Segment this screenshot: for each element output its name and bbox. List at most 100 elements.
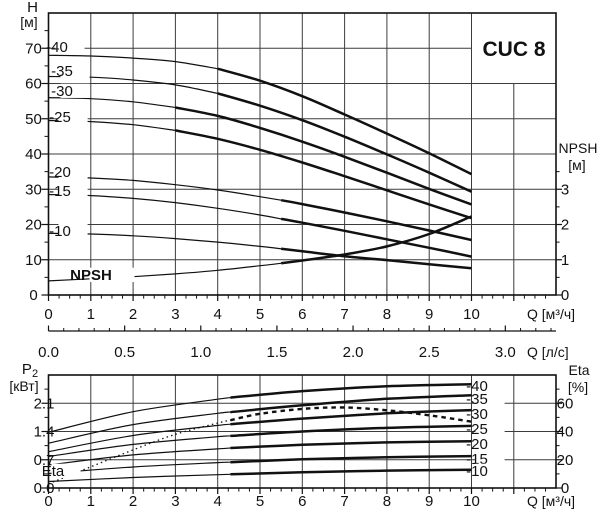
eta-axis-tick-label: 40 (557, 424, 574, 441)
eta-axis-title: Eta (568, 362, 589, 378)
power-curve-30-bold (230, 408, 472, 426)
npsh-axis-tick-label: 3 (561, 181, 569, 198)
h-axis-tick-label: 20 (25, 217, 42, 234)
power-curve-label-15-bg (475, 451, 505, 466)
q-ls-axis-tick-label: 0.0 (38, 344, 59, 361)
eta-curve-label-bg (51, 463, 81, 478)
curve-15-bold (280, 217, 472, 258)
q-axis-tick-label-bottom: 9 (425, 493, 433, 510)
p2-axis-title-main: P (22, 361, 32, 378)
curve-label-20-bg (58, 164, 88, 179)
curve-20-bold (280, 198, 472, 242)
power-curve-label-20: -20 (466, 436, 488, 453)
q-axis-tick-label: 9 (425, 306, 433, 323)
power-curve-40-bold (230, 383, 472, 399)
q-axis-tick-label-bottom: 8 (383, 493, 391, 510)
power-curve-label-20-bg (475, 436, 505, 451)
curve-10-bold (280, 247, 472, 270)
q-m3h-axis-title-top: Q [м³/ч] (527, 306, 575, 322)
power-curve-10-bold (230, 468, 472, 476)
power-curve-label-35: -35 (466, 391, 488, 408)
npsh-axis-tick-label: 1 (561, 252, 569, 269)
curve-10-thin (48, 232, 282, 250)
axis-titles-layer: H [м] CUC 8 NPSH [м] Q [м³/ч] Q [л/с] P2… (9, 0, 597, 509)
curve-30-thin (48, 97, 176, 109)
h-axis-tick-label: 10 (25, 252, 42, 269)
q-axis-tick-label: 0 (44, 306, 52, 323)
curve-label-10: -10 (49, 223, 71, 240)
power-curve-label-10-bg (475, 463, 505, 478)
power-curve-35-thin (48, 411, 231, 444)
q-ls-axis-tick-label: 2.5 (419, 344, 440, 361)
power-curve-25-thin (48, 435, 231, 458)
h-axis-title: H (27, 0, 38, 16)
q-axis-tick-label: 8 (383, 306, 391, 323)
power-curve-label-40: -40 (466, 378, 488, 395)
q-axis-tick-label: 6 (298, 306, 306, 323)
power-curve-35-bold (230, 393, 472, 414)
power-curve-label-25-bg (475, 421, 505, 436)
h-axis-tick-label: 70 (25, 40, 42, 57)
h-axis-unit: [м] (20, 14, 37, 30)
q-axis-tick-label-bottom: 7 (340, 493, 348, 510)
q-ls-axis-tick-label: 1.5 (266, 344, 287, 361)
eta-curve-label: Eta (42, 463, 65, 480)
power-curve-40-thin (48, 397, 231, 433)
curve-label-35: -35 (51, 63, 73, 80)
q-axis-tick-label-bottom: 6 (298, 493, 306, 510)
curve-35-bold (217, 92, 473, 193)
q-axis-tick-label: 10 (463, 306, 480, 323)
power-curve-label-40-bg (475, 378, 505, 393)
power-curve-15-thin (48, 461, 231, 475)
curve-label-15: -15 (49, 183, 71, 200)
q-axis-tick-label-bottom: 4 (214, 493, 222, 510)
npsh-axis-unit: [м] (568, 157, 585, 173)
curve-40-bold (217, 67, 473, 176)
p2-axis-title: P2 (22, 361, 38, 380)
curve-25-bold (175, 129, 472, 220)
curve-label-npsh-bg (89, 267, 135, 282)
power-curve-label-10: -10 (466, 463, 488, 480)
h-axis-tick-label: 50 (25, 111, 42, 128)
curve-npsh-bold (280, 215, 472, 265)
curve-40-thin (48, 54, 218, 70)
q-m3h-axis-title-bottom: Q [м³/ч] (527, 493, 575, 509)
q-ls-axis-tick-label: 0.5 (114, 344, 135, 361)
p2-axis-tick-label: 0.0 (34, 480, 55, 497)
q-axis-tick-label-bottom: 1 (87, 493, 95, 510)
npsh-axis-tick-label: 0 (561, 287, 569, 304)
curve-15-thin (48, 193, 282, 220)
curve-labels-layer: -40-35-30-25-20-15-10NPSH-40-35-30-25-20… (42, 39, 505, 480)
q-axis-tick-label: 7 (340, 306, 348, 323)
curve-30-bold (175, 106, 472, 206)
eta-curve-thin (48, 419, 231, 485)
curve-label-35-bg (60, 63, 90, 78)
q-axis-tick-label-bottom: 2 (129, 493, 137, 510)
eta-axis-tick-label: 0 (561, 480, 569, 497)
curve-label-30-bg (60, 83, 90, 98)
h-axis-tick-label: 40 (25, 146, 42, 163)
curve-label-npsh: NPSH (70, 267, 112, 284)
power-curve-25-bold (230, 424, 472, 438)
q-axis-tick-label-bottom: 0 (44, 493, 52, 510)
eta-axis-unit: [%] (568, 379, 588, 395)
npsh-axis-tick-label: 2 (561, 217, 569, 234)
q-axis-tick-label: 3 (171, 306, 179, 323)
power-curve-label-25: -25 (466, 421, 488, 438)
curve-label-20: -20 (49, 164, 71, 181)
q-axis-tick-label-bottom: 10 (463, 493, 480, 510)
q-axis-tick-label-bottom: 5 (256, 493, 264, 510)
curve-label-25: -25 (49, 109, 71, 126)
power-curve-15-bold (230, 454, 472, 464)
power-curve-10-thin (48, 473, 231, 483)
eta-axis-tick-label: 20 (557, 452, 574, 469)
p2-axis-unit: [кВт] (9, 378, 38, 394)
pump-model-title: CUC 8 (482, 38, 545, 61)
q-axis-tick-label-bottom: 3 (171, 493, 179, 510)
h-axis-tick-label: 60 (25, 76, 42, 93)
p2-axis-title-sub: 2 (32, 368, 38, 380)
npsh-axis-title: NPSH (559, 140, 598, 156)
q-axis-tick-label: 1 (87, 306, 95, 323)
